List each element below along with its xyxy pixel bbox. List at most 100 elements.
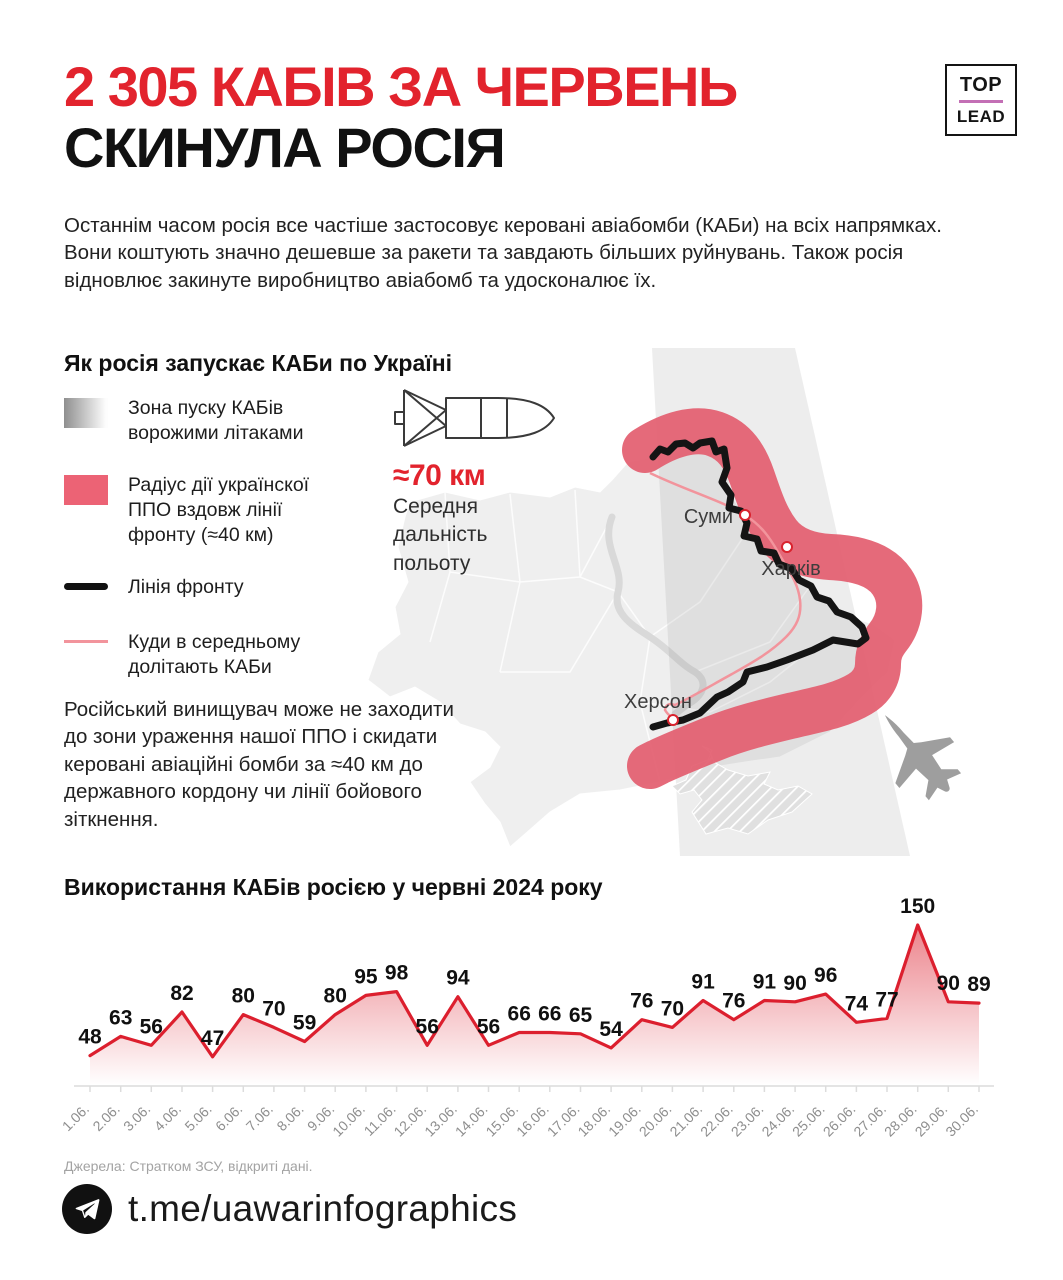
value-label: 63	[109, 1006, 132, 1029]
value-label: 150	[900, 898, 935, 918]
legend-label-ppo-radius: Радіус дії українскої ППО вздовж лінії ф…	[128, 473, 310, 547]
date-label: 20.06.	[636, 1101, 675, 1140]
front-line	[649, 437, 870, 731]
kab-reach-swatch	[64, 640, 108, 644]
value-label: 94	[446, 967, 470, 990]
value-label: 89	[967, 973, 990, 996]
legend-item-ppo-radius: Радіус дії українскої ППО вздовж лінії ф…	[64, 473, 344, 549]
date-label: 19.06.	[605, 1101, 644, 1140]
legend-label-launch-zone: Зона пуску КАБів ворожими літаками	[128, 397, 304, 445]
value-label: 91	[753, 971, 777, 994]
date-label: 28.06.	[881, 1101, 920, 1140]
aerial-bomb-icon	[394, 389, 555, 447]
date-label: 3.06.	[120, 1101, 153, 1134]
telegram-handle-link[interactable]: t.me/uawarinfographics	[128, 1188, 518, 1229]
date-label: 25.06.	[789, 1101, 828, 1140]
value-label: 76	[722, 990, 745, 1013]
kab-usage-chart: 48 1.06. 63 2.06. 56 3.06. 82 4.06. 47 5.06. 80 6.0…	[59, 898, 994, 1140]
value-label: 76	[630, 990, 653, 1013]
sumy-marker	[739, 509, 751, 521]
value-label: 47	[201, 1027, 224, 1050]
date-label: 29.06.	[912, 1101, 951, 1140]
date-label: 16.06.	[513, 1101, 552, 1140]
sumy-label: Суми	[684, 506, 733, 528]
bomb-range-caption: Середня дальність польоту	[393, 495, 488, 575]
front-line-swatch	[64, 582, 108, 590]
value-label: 56	[416, 1015, 439, 1038]
value-label: 54	[599, 1018, 623, 1041]
ukraine-map-svg: Суми Харків Херсон	[367, 348, 962, 856]
value-label: 80	[324, 985, 347, 1008]
kharkiv-label: Харків	[761, 558, 820, 580]
date-label: 1.06.	[59, 1101, 92, 1134]
date-label: 17.06.	[544, 1101, 583, 1140]
toplead-logo-top-text: TOP	[959, 73, 1003, 96]
date-label: 18.06.	[574, 1101, 613, 1140]
city-markers: Суми Харків Херсон	[624, 506, 821, 726]
date-label: 7.06.	[243, 1101, 276, 1134]
date-label: 15.06.	[482, 1101, 521, 1140]
chart-area-fill	[90, 925, 979, 1085]
legend-item-front-line: Лінія фронту	[64, 575, 344, 600]
value-label: 80	[232, 985, 255, 1008]
date-label: 26.06.	[820, 1101, 859, 1140]
date-label: 6.06.	[212, 1101, 245, 1134]
fighter-note-paragraph: Російський винищувач може не заходити до…	[64, 698, 454, 831]
page-title: 2 305 КАБІВ ЗА ЧЕРВЕНЬ СКИНУЛА РОСІЯ	[64, 55, 738, 180]
legend-label-kab-reach: Куди в середньому долітають КАБи	[128, 631, 301, 679]
value-label: 74	[845, 992, 869, 1015]
date-label: 23.06.	[728, 1101, 767, 1140]
date-label: 2.06.	[89, 1101, 122, 1134]
fighter-jet-icon	[884, 715, 962, 801]
ukraine-map: Суми Харків Херсон	[350, 342, 1010, 862]
value-label: 56	[477, 1015, 500, 1038]
date-label: 30.06.	[942, 1101, 981, 1140]
date-label: 5.06.	[181, 1101, 214, 1134]
toplead-logo-bottom-text: LEAD	[956, 106, 1006, 126]
value-label: 98	[385, 962, 409, 985]
bomb-range-value: ≈70 км	[393, 459, 486, 492]
date-label: 22.06.	[697, 1101, 736, 1140]
telegram-plane-icon	[75, 1199, 100, 1220]
date-label: 11.06.	[361, 1101, 399, 1139]
value-label: 59	[293, 1012, 316, 1035]
value-label: 90	[783, 972, 806, 995]
date-label: 24.06.	[758, 1101, 797, 1140]
date-label: 10.06.	[329, 1101, 368, 1140]
launch-zone-swatch	[64, 398, 108, 428]
value-label: 65	[569, 1004, 593, 1027]
telegram-icon[interactable]	[62, 1184, 112, 1234]
date-label: 27.06.	[850, 1101, 889, 1140]
value-label: 91	[691, 971, 715, 994]
title-line-2: СКИНУЛА РОСІЯ	[64, 116, 506, 180]
value-label: 82	[170, 982, 193, 1005]
value-label: 48	[78, 1026, 102, 1049]
source-note: Джерела: Стратком ЗСУ, відкриті дані.	[64, 1158, 313, 1174]
map-section-heading: Як росія запускає КАБи по Україні	[64, 350, 453, 376]
toplead-logo-divider	[959, 99, 1003, 103]
value-label: 77	[875, 988, 898, 1011]
ppo-radius-band	[622, 408, 923, 789]
dnipro-river	[605, 513, 707, 718]
toplead-logo: TOP LEAD	[945, 64, 1017, 136]
value-label: 70	[661, 997, 684, 1020]
telegram-row[interactable]: t.me/uawarinfographics	[62, 1184, 517, 1234]
date-label: 14.06.	[452, 1101, 491, 1140]
value-label: 66	[538, 1003, 561, 1026]
legend-item-launch-zone: Зона пуску КАБів ворожими літаками	[64, 396, 344, 447]
intro-paragraph: Останнім часом росія все частіше застосо…	[64, 214, 942, 292]
legend-item-kab-reach: Куди в середньому долітають КАБи	[64, 630, 344, 681]
value-label: 66	[508, 1003, 531, 1026]
crimea-hatched	[671, 745, 813, 835]
date-label: 8.06.	[273, 1101, 306, 1134]
value-label: 95	[354, 965, 378, 988]
value-label: 96	[814, 964, 837, 987]
date-label: 13.06.	[421, 1101, 460, 1140]
date-label: 12.06.	[390, 1101, 429, 1140]
value-label: 56	[140, 1015, 163, 1038]
date-label: 21.06.	[666, 1101, 705, 1140]
date-label: 4.06.	[151, 1101, 184, 1134]
title-line-1: 2 305 КАБІВ ЗА ЧЕРВЕНЬ	[64, 55, 738, 118]
map-legend: Зона пуску КАБів ворожими літаками Радіу…	[64, 396, 344, 707]
